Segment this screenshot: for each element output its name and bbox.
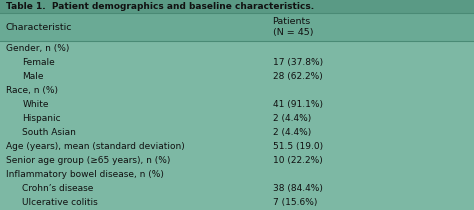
Text: White: White [22,100,49,109]
Text: Female: Female [22,58,55,67]
Text: Crohn’s disease: Crohn’s disease [22,184,94,193]
Text: Inflammatory bowel disease, n (%): Inflammatory bowel disease, n (%) [6,170,164,179]
FancyBboxPatch shape [0,13,474,41]
Text: Gender, n (%): Gender, n (%) [6,43,69,52]
Text: 10 (22.2%): 10 (22.2%) [273,156,322,165]
Text: Characteristic: Characteristic [6,22,72,32]
Text: Race, n (%): Race, n (%) [6,86,58,95]
Text: 41 (91.1%): 41 (91.1%) [273,100,322,109]
Text: 38 (84.4%): 38 (84.4%) [273,184,322,193]
Text: Male: Male [22,72,44,81]
Text: Table 1.  Patient demographics and baseline characteristics.: Table 1. Patient demographics and baseli… [6,2,314,11]
Text: 2 (4.4%): 2 (4.4%) [273,114,311,123]
Text: South Asian: South Asian [22,128,76,137]
Text: 7 (15.6%): 7 (15.6%) [273,198,317,207]
Text: Age (years), mean (standard deviation): Age (years), mean (standard deviation) [6,142,184,151]
Text: 2 (4.4%): 2 (4.4%) [273,128,311,137]
Text: Hispanic: Hispanic [22,114,61,123]
Text: 28 (62.2%): 28 (62.2%) [273,72,322,81]
Text: Senior age group (≥65 years), n (%): Senior age group (≥65 years), n (%) [6,156,170,165]
Text: 51.5 (19.0): 51.5 (19.0) [273,142,323,151]
Text: 17 (37.8%): 17 (37.8%) [273,58,323,67]
FancyBboxPatch shape [0,0,474,13]
Text: Patients
(N = 45): Patients (N = 45) [273,17,313,37]
Text: Ulcerative colitis: Ulcerative colitis [22,198,98,207]
